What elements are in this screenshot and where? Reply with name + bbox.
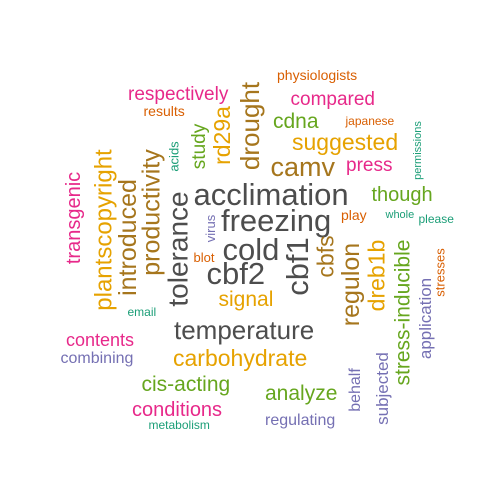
word-play: play: [341, 207, 367, 223]
word-email: email: [127, 305, 157, 319]
word-please: please: [418, 212, 454, 226]
word-carbohydrate: carbohydrate: [173, 344, 308, 371]
word-results: results: [143, 103, 185, 119]
word-physiologists: physiologists: [277, 67, 358, 83]
word-stresses: stresses: [432, 247, 448, 297]
word-cbfs: cbfs: [312, 234, 339, 278]
word-tolerance: tolerance: [162, 191, 194, 307]
word-signal: signal: [218, 287, 274, 311]
word-acclimation: acclimation: [193, 176, 349, 212]
word-dreb1b: dreb1b: [363, 239, 390, 311]
word-drought: drought: [235, 81, 266, 171]
word-temperature: temperature: [174, 315, 315, 345]
word-japanese: japanese: [345, 114, 395, 128]
word-cbf2: cbf2: [206, 255, 266, 291]
word-though: though: [371, 184, 433, 206]
word-respectively: respectively: [128, 83, 229, 105]
word-regulating: regulating: [265, 412, 336, 429]
word-behalf: behalf: [346, 368, 364, 412]
word-plantscopyright: plantscopyright: [90, 149, 118, 311]
word-productivity: productivity: [137, 148, 166, 276]
word-acids: acids: [166, 140, 182, 172]
word-cdna: cdna: [273, 109, 319, 133]
word-transgenic: transgenic: [63, 171, 86, 265]
word-permissions: permissions: [411, 120, 424, 180]
word-compared: compared: [290, 88, 376, 110]
word-conditions: conditions: [132, 399, 223, 421]
word-subjected: subjected: [372, 351, 392, 425]
word-combining: combining: [60, 350, 134, 367]
word-study: study: [188, 123, 210, 169]
word-freezing: freezing: [221, 202, 332, 238]
word-camv: camv: [270, 151, 336, 182]
word-blot: blot: [193, 249, 215, 265]
word-stress-inducible: stress-inducible: [391, 239, 415, 385]
word-suggested: suggested: [292, 128, 399, 155]
word-cis-acting: cis-acting: [141, 372, 231, 396]
word-metabolism: metabolism: [148, 418, 210, 432]
word-rd29a: rd29a: [208, 105, 235, 165]
word-whole: whole: [385, 208, 415, 221]
word-virus: virus: [202, 214, 218, 242]
word-contents: contents: [66, 330, 135, 350]
word-cold: cold: [222, 231, 280, 267]
word-press: press: [346, 154, 393, 176]
word-introduced: introduced: [113, 178, 142, 296]
word-application: application: [415, 277, 435, 359]
word-analyze: analyze: [265, 381, 338, 405]
word-regulon: regulon: [336, 242, 365, 326]
word-cbf1: cbf1: [279, 236, 315, 296]
